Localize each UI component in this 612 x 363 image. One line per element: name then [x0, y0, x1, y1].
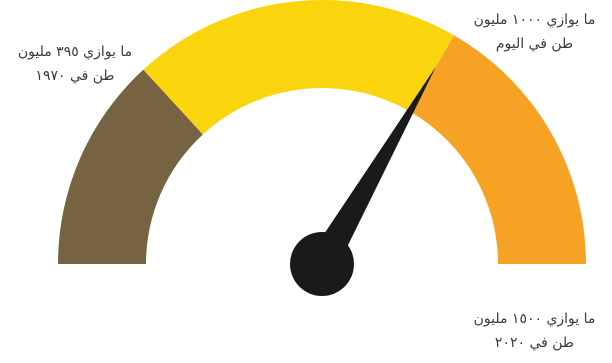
gauge-needle	[309, 66, 436, 272]
label-2020-line2: طن في ٢٠٢٠	[494, 335, 575, 351]
gauge-needle-hub	[290, 232, 354, 296]
label-1970: ما يوازي ٣٩٥ مليون طن في ١٩٧٠	[5, 40, 145, 88]
label-1970-line2: طن في ١٩٧٠	[35, 68, 115, 84]
gauge-segment-high	[410, 35, 586, 264]
label-1970-line1: ما يوازي ٣٩٥ مليون	[17, 44, 133, 60]
label-today-line1: ما يوازي ١٠٠٠ مليون	[473, 12, 596, 28]
label-2020: ما يوازي ١٥٠٠ مليون طن في ٢٠٢٠	[462, 307, 607, 355]
label-today-line2: طن في اليوم	[495, 36, 574, 52]
label-2020-line1: ما يوازي ١٥٠٠ مليون	[473, 311, 596, 327]
label-today: ما يوازي ١٠٠٠ مليون طن في اليوم	[462, 8, 607, 56]
gauge-segment-mid	[143, 0, 454, 135]
gauge-segment-low	[58, 69, 203, 264]
